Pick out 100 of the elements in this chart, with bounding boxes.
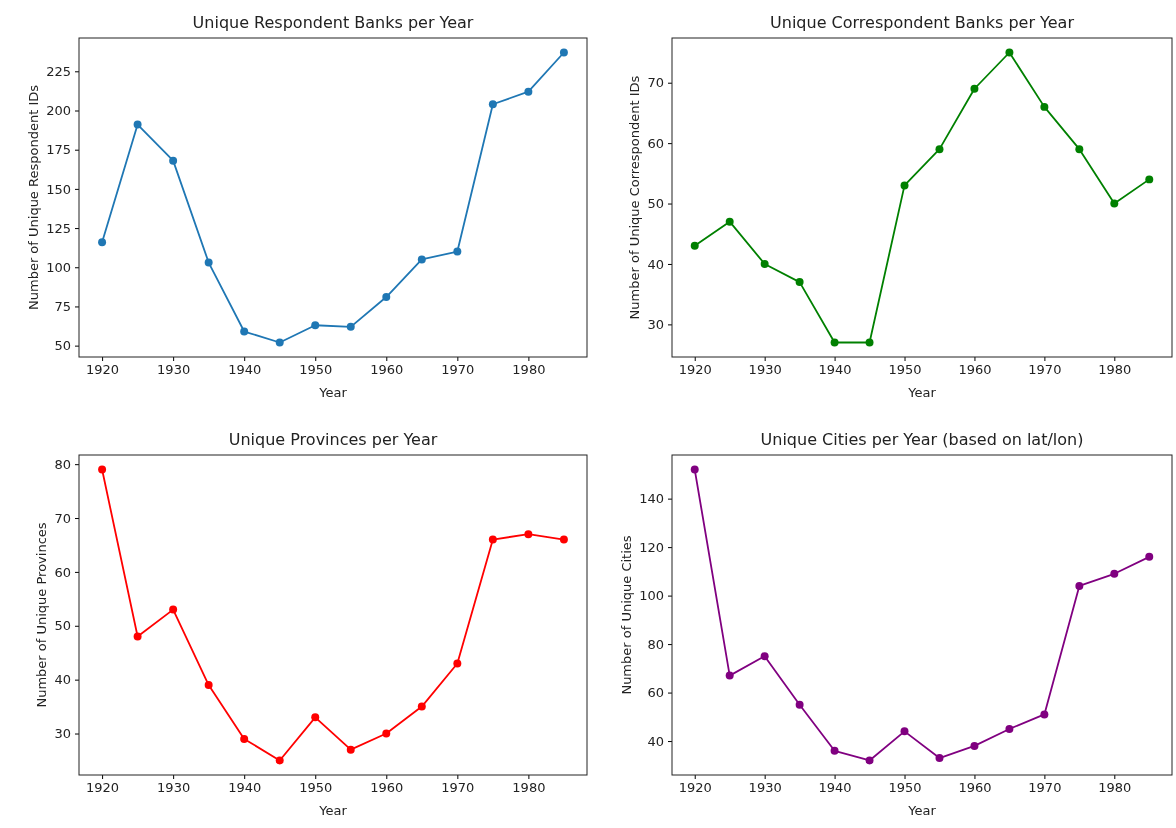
y-tick-label: 200 xyxy=(46,103,71,119)
point xyxy=(1110,569,1119,578)
y-tick-label: 100 xyxy=(46,259,71,275)
point xyxy=(1075,145,1084,154)
x-tick-label: 1930 xyxy=(748,780,782,796)
chart-title: Unique Cities per Year (based on lat/lon) xyxy=(760,430,1084,449)
y-axis-title: Number of Unique Correspondent IDs xyxy=(627,75,643,320)
point xyxy=(453,247,462,256)
x-tick-label: 1940 xyxy=(228,780,262,796)
point xyxy=(1040,102,1049,111)
point xyxy=(725,217,734,226)
point xyxy=(935,754,944,763)
point xyxy=(98,465,107,474)
point xyxy=(524,87,533,96)
chart-title: Unique Respondent Banks per Year xyxy=(192,13,474,32)
chart-title: Unique Provinces per Year xyxy=(228,430,438,449)
point xyxy=(1005,724,1014,733)
x-tick-label: 1950 xyxy=(888,780,922,796)
x-tick-label: 1980 xyxy=(1098,362,1132,378)
y-tick-label: 70 xyxy=(54,510,71,526)
point xyxy=(453,659,462,668)
y-tick-label: 60 xyxy=(54,564,71,580)
x-tick-label: 1970 xyxy=(441,780,475,796)
y-tick-label: 50 xyxy=(54,618,71,634)
point xyxy=(488,100,497,109)
point xyxy=(346,745,355,754)
x-tick-label: 1930 xyxy=(748,362,782,378)
x-tick-label: 1970 xyxy=(1028,780,1062,796)
point xyxy=(935,145,944,154)
point xyxy=(559,535,568,544)
x-tick-label: 1930 xyxy=(157,362,191,378)
y-tick-label: 60 xyxy=(647,685,664,701)
y-tick-label: 40 xyxy=(54,672,71,688)
point xyxy=(488,535,497,544)
y-tick-label: 40 xyxy=(647,256,664,272)
point xyxy=(690,465,699,474)
point xyxy=(311,713,320,722)
point xyxy=(240,327,249,336)
y-tick-label: 30 xyxy=(54,726,71,742)
point xyxy=(204,681,213,690)
x-tick-label: 1940 xyxy=(228,362,262,378)
y-tick-label: 125 xyxy=(46,220,71,236)
x-axis-title: Year xyxy=(318,803,348,818)
y-tick-label: 225 xyxy=(46,63,71,79)
x-tick-label: 1960 xyxy=(370,362,404,378)
point xyxy=(865,338,874,347)
x-tick-label: 1950 xyxy=(299,780,333,796)
y-tick-label: 40 xyxy=(647,733,664,749)
point xyxy=(169,156,178,165)
x-tick-label: 1920 xyxy=(678,780,712,796)
point xyxy=(1145,175,1154,184)
point xyxy=(133,632,142,641)
point xyxy=(1145,552,1154,561)
point xyxy=(900,727,909,736)
y-tick-label: 80 xyxy=(647,636,664,652)
y-tick-label: 80 xyxy=(54,456,71,472)
x-tick-label: 1920 xyxy=(678,362,712,378)
y-tick-label: 60 xyxy=(647,135,664,151)
y-tick-label: 30 xyxy=(647,317,664,333)
x-axis-title: Year xyxy=(318,385,348,400)
point xyxy=(417,702,426,711)
point xyxy=(900,181,909,190)
point xyxy=(760,259,769,268)
y-tick-label: 100 xyxy=(639,588,664,604)
point xyxy=(275,338,284,347)
y-axis-title: Number of Unique Cities xyxy=(619,535,635,695)
point xyxy=(133,120,142,129)
y-tick-label: 50 xyxy=(647,196,664,212)
point xyxy=(559,48,568,57)
point xyxy=(169,605,178,614)
x-tick-label: 1950 xyxy=(888,362,922,378)
point xyxy=(1005,48,1014,57)
point xyxy=(830,746,839,755)
point xyxy=(725,671,734,680)
y-axis-title: Number of Unique Respondent IDs xyxy=(26,84,42,311)
y-tick-label: 50 xyxy=(54,338,71,354)
point xyxy=(1075,581,1084,590)
point xyxy=(1110,199,1119,208)
point xyxy=(240,734,249,743)
point xyxy=(830,338,839,347)
x-tick-label: 1970 xyxy=(1028,362,1062,378)
x-tick-label: 1950 xyxy=(299,362,333,378)
y-tick-label: 70 xyxy=(647,75,664,91)
x-tick-label: 1960 xyxy=(370,780,404,796)
point xyxy=(346,322,355,331)
y-axis-title: Number of Unique Provinces xyxy=(34,522,50,708)
x-tick-label: 1960 xyxy=(958,780,992,796)
x-tick-label: 1980 xyxy=(1098,780,1132,796)
x-tick-label: 1920 xyxy=(86,362,120,378)
point xyxy=(204,258,213,267)
x-tick-label: 1940 xyxy=(818,780,852,796)
point xyxy=(970,741,979,750)
x-tick-label: 1930 xyxy=(157,780,191,796)
point xyxy=(760,652,769,661)
chart-title: Unique Correspondent Banks per Year xyxy=(770,13,1075,32)
point xyxy=(382,293,391,302)
point xyxy=(970,84,979,93)
y-tick-label: 120 xyxy=(639,539,664,555)
point xyxy=(1040,710,1049,719)
x-tick-label: 1960 xyxy=(958,362,992,378)
